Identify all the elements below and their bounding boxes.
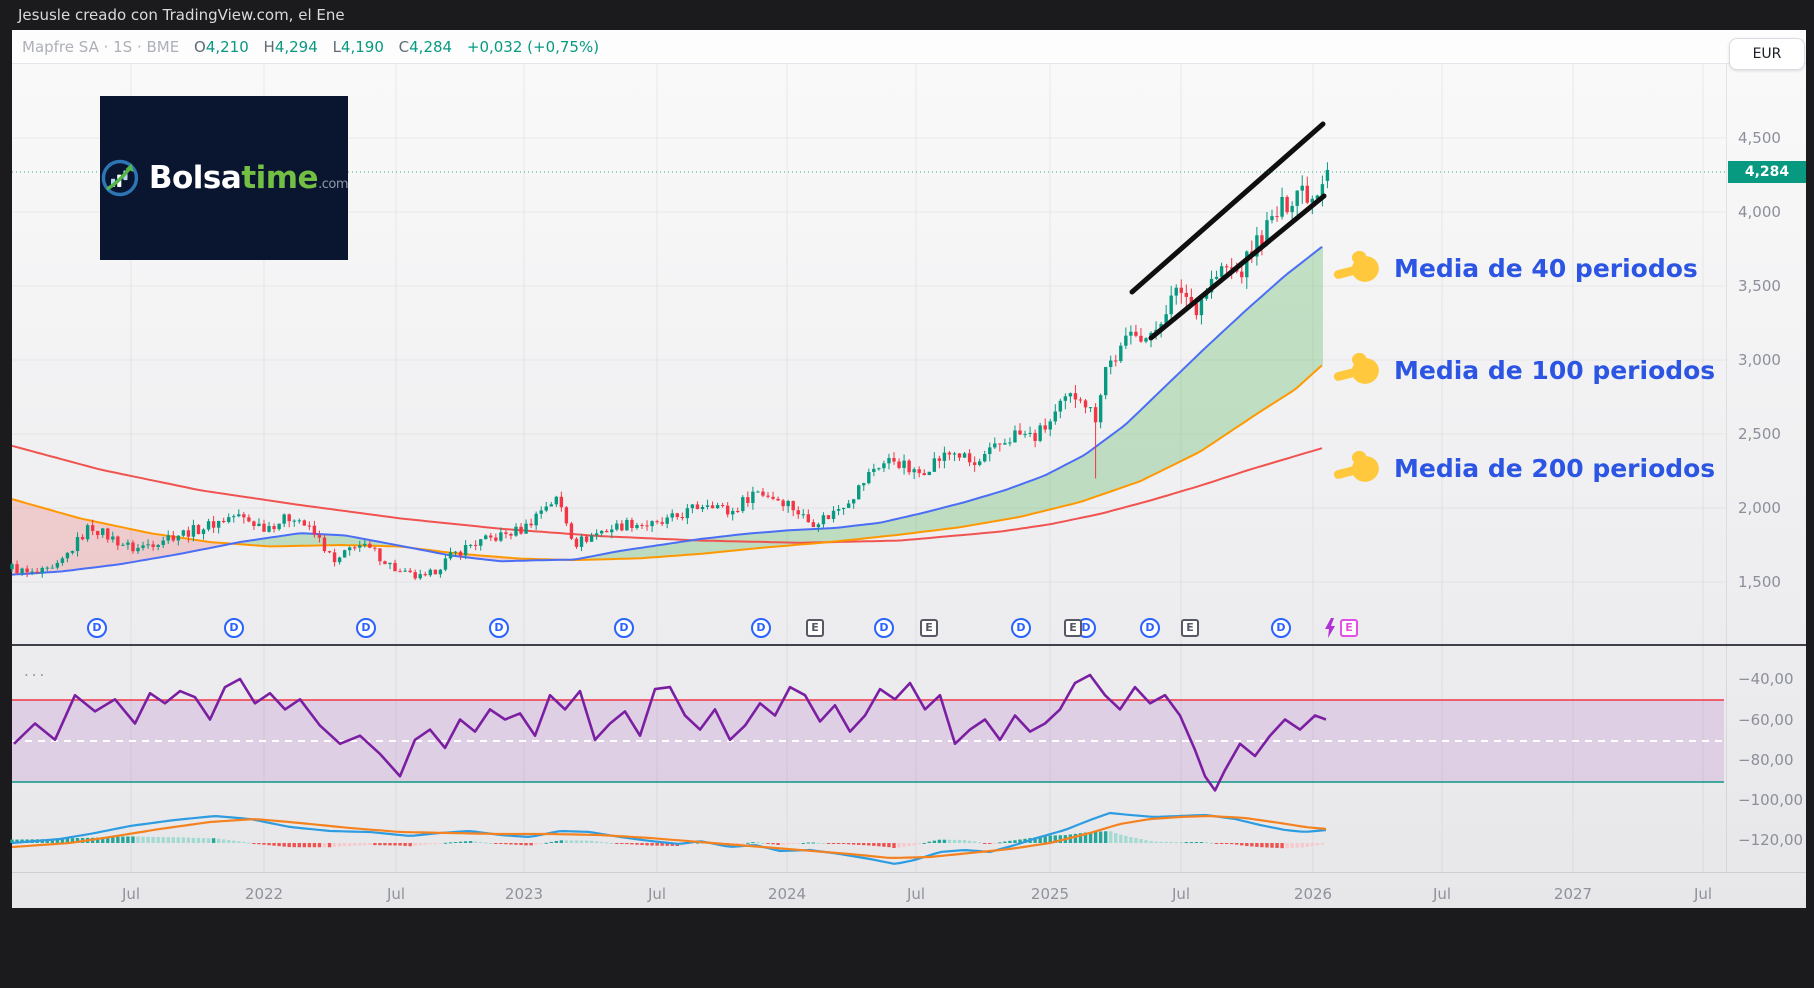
time-axis-label: 2026 xyxy=(1293,885,1333,903)
oscillator-axis-label: −100,00 xyxy=(1738,791,1804,809)
time-axis-label: Jul xyxy=(1693,885,1713,903)
time-axis-label: 2025 xyxy=(1030,885,1070,903)
time-axis-label: 2023 xyxy=(504,885,544,903)
time-axis-label: Jul xyxy=(906,885,926,903)
annotation-ma40-label: Media de 40 periodos xyxy=(1394,253,1698,283)
dividend-marker[interactable]: D xyxy=(874,618,894,638)
low-label: L xyxy=(332,38,341,56)
symbol-toolbar[interactable]: Mapfre SA · 1S · BME O4,210 H4,294 L4,19… xyxy=(12,30,1806,64)
annotation-ma100-label: Media de 100 periodos xyxy=(1394,355,1716,385)
time-axis-label: 2022 xyxy=(244,885,284,903)
price-axis-label: 2,000 xyxy=(1738,499,1781,517)
hand-pointing-left-icon xyxy=(1333,352,1379,384)
dividend-marker[interactable]: D xyxy=(356,618,376,638)
earnings-marker[interactable]: E xyxy=(806,619,824,637)
price-axis-label: 1,500 xyxy=(1738,573,1781,591)
oscillator-axis-label: −40,00 xyxy=(1738,670,1794,688)
earnings-upcoming-marker[interactable]: E xyxy=(1340,619,1358,637)
open-label: O xyxy=(194,38,206,56)
price-axis-label: 3,500 xyxy=(1738,277,1781,295)
time-axis-label: Jul xyxy=(121,885,141,903)
annotation-ma200-label: Media de 200 periodos xyxy=(1394,453,1716,483)
symbol-title[interactable]: Mapfre SA · 1S · BME xyxy=(22,38,180,56)
time-axis-label: Jul xyxy=(386,885,406,903)
dividend-marker[interactable]: D xyxy=(1140,618,1160,638)
footer-bar: TradingView xyxy=(0,908,1814,988)
dividend-marker[interactable]: D xyxy=(1011,618,1031,638)
last-price-badge: 4,284 xyxy=(1728,161,1806,183)
earnings-marker[interactable]: E xyxy=(1181,619,1199,637)
dividend-marker[interactable]: D xyxy=(489,618,509,638)
change-value: +0,032 (+0,75%) xyxy=(466,38,600,56)
time-axis-separator xyxy=(12,872,1806,873)
price-axis-label: 2,500 xyxy=(1738,425,1781,443)
time-axis-label: Jul xyxy=(1171,885,1191,903)
dividend-marker[interactable]: D xyxy=(87,618,107,638)
time-axis-label: Jul xyxy=(647,885,667,903)
lightning-bolt-icon[interactable] xyxy=(1322,617,1338,639)
close-value: 4,284 xyxy=(409,38,453,56)
oscillator-axis-label: −80,00 xyxy=(1738,751,1794,769)
earnings-marker[interactable]: E xyxy=(920,619,938,637)
currency-toggle-button[interactable]: EUR xyxy=(1729,38,1805,70)
top-caption-bar: Jesusle creado con TradingView.com, el E… xyxy=(0,0,1814,30)
price-axis-separator xyxy=(1726,64,1727,872)
annotation-ma40: Media de 40 periodos xyxy=(1332,248,1698,288)
bolsatime-watermark: Bolsatime.com xyxy=(100,96,348,260)
bolsatime-logo-icon xyxy=(101,159,139,197)
dividend-marker[interactable]: D xyxy=(614,618,634,638)
open-value: 4,210 xyxy=(205,38,249,56)
hand-pointing-left-icon xyxy=(1333,450,1379,482)
earnings-marker[interactable]: E xyxy=(1064,619,1082,637)
dividend-marker[interactable]: D xyxy=(224,618,244,638)
time-axis-label: 2027 xyxy=(1553,885,1593,903)
pane-separator[interactable] xyxy=(12,644,1806,646)
low-value: 4,190 xyxy=(340,38,384,56)
price-axis-label: 4,000 xyxy=(1738,203,1781,221)
high-label: H xyxy=(263,38,275,56)
close-label: C xyxy=(398,38,410,56)
price-axis-label: 4,500 xyxy=(1738,129,1781,147)
caption-text: Jesusle creado con TradingView.com, el E… xyxy=(18,6,345,24)
time-axis-label: Jul xyxy=(1432,885,1452,903)
price-axis-label: 3,000 xyxy=(1738,351,1781,369)
oscillator-axis-label: −120,00 xyxy=(1738,831,1804,849)
dividend-marker[interactable]: D xyxy=(751,618,771,638)
high-value: 4,294 xyxy=(274,38,318,56)
oscillator-axis-label: −60,00 xyxy=(1738,711,1794,729)
bolsatime-brand-text: Bolsatime.com xyxy=(148,160,349,196)
time-axis-label: 2024 xyxy=(767,885,807,903)
annotation-ma100: Media de 100 periodos xyxy=(1332,350,1715,390)
annotation-ma200: Media de 200 periodos xyxy=(1332,448,1715,488)
dividend-marker[interactable]: D xyxy=(1271,618,1291,638)
indicator-pane-menu[interactable]: ... xyxy=(24,662,48,680)
hand-pointing-left-icon xyxy=(1333,250,1379,282)
